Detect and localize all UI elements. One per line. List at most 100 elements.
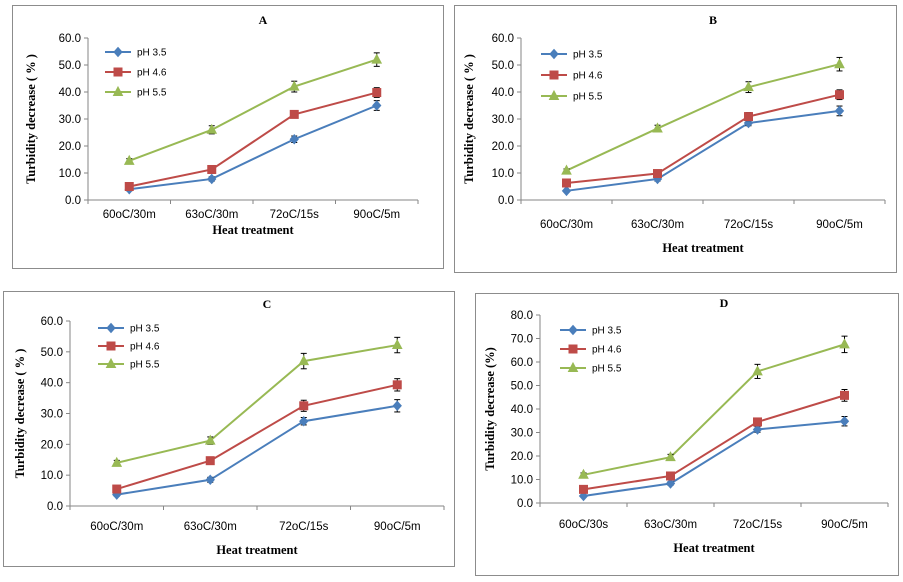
chart-panel-d: D 0.0 10.0 20.0 30.0 40.0 50.0 60.0 70.0 80.0 60oC… [475, 293, 899, 576]
chart-c-series-ph46-point [299, 401, 309, 411]
chart-b-ytick-label: 30.0 [492, 114, 514, 126]
chart-c-legend-label: pH 3.5 [130, 324, 160, 335]
chart-b-ytick-label: 20.0 [492, 141, 514, 153]
chart-c-ytick-label: 20.0 [41, 439, 63, 451]
chart-c-series-ph55-point [204, 434, 216, 445]
chart-b-ylabel: Turbidity decrease ( % ) [462, 54, 476, 184]
chart-c-xlabel: Heat treatment [216, 543, 298, 557]
chart-d-legend-label: pH 5.5 [592, 364, 622, 375]
chart-a-series-ph55-point [123, 154, 135, 165]
chart-a-xlabel: Heat treatment [212, 223, 294, 237]
chart-d-xtick-label: 60oC/30s [559, 519, 608, 531]
chart-a-series-ph55-point [288, 80, 300, 91]
chart-c-ytick-label: 50.0 [41, 347, 63, 359]
chart-b-ytick-label: 40.0 [492, 87, 514, 99]
chart-a-legend-marker [113, 46, 123, 58]
chart-d-legend-marker [568, 324, 578, 336]
chart-c-series-ph35-point [392, 400, 402, 412]
chart-d-ytick-label: 50.0 [511, 381, 533, 393]
chart-c-ylabel: Turbidity decrease ( % ) [13, 349, 27, 479]
chart-c-series-ph46-point [112, 484, 122, 494]
chart-a-legend-marker [113, 67, 123, 77]
chart-b-xlabel: Heat treatment [662, 241, 744, 255]
chart-d-legend-label: pH 3.5 [592, 326, 622, 337]
chart-d-series-ph46-point [666, 471, 675, 481]
chart-b-xtick-label: 72oC/15s [724, 219, 773, 231]
chart-d-xtick-label: 72oC/15s [733, 519, 782, 531]
chart-c-xtick-label: 60oC/30m [90, 521, 143, 533]
chart-panel-c: C 0.0 10.0 20.0 30.0 40.0 50.0 60.0 60oC/30m 63oC… [3, 291, 455, 567]
chart-a-svg: A 0.0 10.0 20.0 30.0 40.0 50.0 60.0 60oC/30m 63oC… [24, 13, 419, 237]
chart-c-xtick-label: 72oC/15s [279, 521, 328, 533]
chart-b-legend-label: pH 3.5 [573, 50, 603, 61]
chart-d-series-ph35-point [665, 478, 676, 489]
chart-d-ytick-label: 0.0 [517, 498, 533, 510]
chart-d-series-ph35-line [583, 420, 845, 497]
chart-b-legend-label: pH 4.6 [573, 71, 603, 82]
chart-a-xtick-label: 90oC/5m [353, 209, 400, 221]
chart-a-series-ph35-point [207, 173, 217, 185]
chart-a-xtick-label: 72oC/15s [270, 209, 319, 221]
chart-b-ytick-label: 10.0 [492, 168, 514, 180]
chart-c-ytick-label: 60.0 [41, 316, 63, 328]
chart-d-series-ph46-point [840, 390, 849, 400]
chart-d-series-ph46-point [753, 417, 762, 427]
chart-a-ytick-label: 50.0 [59, 60, 81, 72]
chart-c-ytick-label: 0.0 [47, 501, 63, 513]
chart-c-series-ph55-point [111, 456, 123, 467]
chart-d-series-ph55-line [583, 343, 845, 476]
chart-a-series-ph55-point [371, 53, 383, 64]
chart-d-ytick-label: 60.0 [511, 357, 533, 369]
chart-c-ytick-label: 40.0 [41, 378, 63, 390]
chart-c-svg: C 0.0 10.0 20.0 30.0 40.0 50.0 60.0 60oC/30m 63oC… [13, 297, 445, 557]
chart-a-series-ph46-point [124, 182, 134, 191]
chart-b-legend-marker [549, 70, 559, 80]
chart-d-xtick-label: 63oC/30m [644, 519, 697, 531]
chart-d-ytick-label: 80.0 [511, 310, 533, 322]
chart-c-series-ph46-point [205, 456, 215, 466]
chart-a-series-ph46-point [372, 88, 382, 98]
chart-d-legend-label: pH 4.6 [592, 345, 622, 356]
chart-c-legend-marker [106, 322, 116, 334]
chart-d-ytick-label: 10.0 [511, 475, 533, 487]
chart-c-xtick-label: 90oC/5m [374, 521, 421, 533]
chart-d-series-ph55-point [665, 451, 676, 462]
chart-d-series-ph46-line [583, 394, 845, 491]
chart-a-series-ph55-line [128, 58, 378, 162]
chart-a-xtick-label: 63oC/30m [185, 209, 238, 221]
chart-d-title: D [720, 296, 729, 310]
chart-b-series-ph55-point [743, 81, 754, 92]
chart-c-legend-marker [105, 357, 117, 368]
chart-b-title: B [709, 13, 717, 27]
chart-b-xtick-label: 90oC/5m [816, 219, 863, 231]
chart-c-xtick-label: 63oC/30m [184, 521, 237, 533]
chart-a-series-ph46-point [289, 109, 299, 119]
chart-b-series-ph35-line [566, 109, 840, 192]
chart-d-xtick-label: 90oC/5m [821, 519, 868, 531]
chart-a-ytick-label: 40.0 [59, 87, 81, 99]
chart-d-legend-marker [567, 361, 579, 372]
chart-d-ytick-label: 40.0 [511, 404, 533, 416]
chart-b-xtick-label: 63oC/30m [631, 219, 684, 231]
chart-a-title: A [259, 13, 268, 27]
chart-a-legend-label: pH 3.5 [137, 48, 167, 59]
chart-d-series-ph35-point [839, 415, 850, 427]
chart-b-series-ph46-point [653, 169, 662, 179]
chart-d-xlabel: Heat treatment [673, 541, 755, 555]
chart-b-series-ph46-point [835, 90, 844, 100]
chart-a-ytick-label: 60.0 [59, 33, 81, 45]
chart-c-series-ph46-line [116, 383, 398, 490]
chart-d-series-ph46-point [579, 484, 588, 494]
chart-b-ytick-label: 0.0 [498, 195, 514, 207]
chart-a-ylabel: Turbidity decrease ( % ) [24, 54, 38, 184]
chart-c-series-ph55-line [116, 344, 398, 464]
chart-b-series-ph46-point [744, 112, 753, 122]
chart-b-ytick-label: 60.0 [492, 33, 514, 45]
chart-b-series-ph55-point [834, 58, 845, 69]
chart-d-legend-marker [568, 344, 578, 354]
chart-c-title: C [263, 297, 272, 311]
chart-a-legend-label: pH 4.6 [137, 68, 167, 79]
chart-d-ytick-label: 20.0 [511, 451, 533, 463]
chart-b-xtick-label: 60oC/30m [540, 219, 593, 231]
chart-c-series-ph46-point [392, 380, 402, 390]
